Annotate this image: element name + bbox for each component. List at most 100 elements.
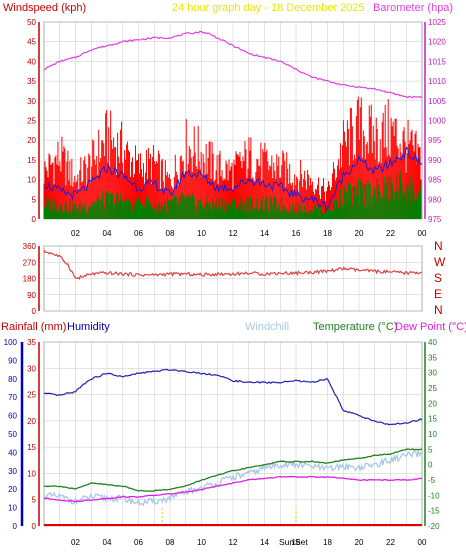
legend-temperature: Temperature (°C): [313, 321, 397, 333]
temperature-tick-label: -20: [428, 522, 440, 531]
pressure-tick-label: 1010: [428, 77, 446, 86]
hour-tick-label: 20: [355, 229, 364, 238]
temperature-tick-label: -15: [428, 507, 440, 516]
hour-tick-label: 04: [103, 229, 112, 238]
wind-tick-label: 10: [27, 176, 36, 185]
direction-tick-label: 0: [32, 307, 37, 316]
hour-tick-label: 14: [260, 538, 269, 547]
humidity-tick-label: 90: [8, 356, 17, 365]
hour-tick-label: 08: [166, 538, 175, 547]
barometer-label: Barometer (hpa): [373, 2, 453, 14]
pressure-tick-label: 995: [428, 136, 442, 145]
hour-tick-label: 12: [229, 538, 238, 547]
hour-tick-label: 06: [134, 229, 143, 238]
wind-tick-label: 40: [27, 57, 36, 66]
compass-label: E: [434, 287, 442, 301]
wind-tick-label: 15: [27, 156, 36, 165]
rain-tick-label: 10: [27, 469, 36, 478]
rain-tick-label: 0: [32, 522, 37, 531]
temperature-tick-label: 25: [428, 384, 437, 393]
average-wind-line: [43, 146, 423, 213]
compass-label: W: [434, 255, 446, 269]
pressure-tick-label: 1000: [428, 117, 446, 126]
windspeed-label: Windspeed (kph): [3, 2, 86, 14]
windchill-line: [43, 448, 423, 507]
wind-direction-line: [43, 249, 423, 280]
hour-tick-label: 06: [134, 538, 143, 547]
pressure-tick-label: 1020: [428, 38, 446, 47]
temperature-tick-label: -5: [428, 476, 436, 485]
wind-tick-label: 30: [27, 97, 36, 106]
hour-tick-label: 18: [323, 538, 332, 547]
hour-tick-label: 16: [292, 538, 301, 547]
temperature-tick-label: 10: [428, 430, 437, 439]
humidity-tick-label: 80: [8, 375, 17, 384]
humidity-tick-label: 100: [4, 338, 18, 347]
temperature-tick-label: -10: [428, 491, 440, 500]
pressure-tick-label: 985: [428, 176, 442, 185]
pressure-tick-label: 1005: [428, 97, 446, 106]
wind-tick-label: 45: [27, 38, 36, 47]
hour-tick-label: 10: [197, 538, 206, 547]
hour-tick-label: 02: [71, 229, 80, 238]
pressure-tick-label: 975: [428, 215, 442, 224]
pressure-tick-label: 990: [428, 156, 442, 165]
sunrise-label: Sun: [279, 537, 294, 547]
pressure-line: [43, 30, 423, 99]
direction-tick-label: 90: [27, 291, 36, 300]
humidity-tick-label: 20: [8, 485, 17, 494]
direction-tick-label: 360: [23, 242, 37, 251]
temperature-tick-label: 5: [428, 445, 433, 454]
legend-rainfall: Rainfall (mm): [1, 321, 66, 333]
hour-tick-label: 00: [418, 229, 427, 238]
temperature-tick-label: 20: [428, 399, 437, 408]
rain-tick-label: 15: [27, 443, 36, 452]
rain-tick-label: 20: [27, 417, 36, 426]
direction-tick-label: 270: [23, 258, 37, 267]
hour-tick-label: 14: [260, 229, 269, 238]
temperature-tick-label: 0: [428, 461, 433, 470]
hour-tick-label: 20: [355, 538, 364, 547]
direction-tick-label: 180: [23, 275, 37, 284]
temperature-line: [43, 448, 423, 492]
temperature-tick-label: 30: [428, 369, 437, 378]
humidity-tick-label: 0: [13, 522, 18, 531]
axis-ticks: 0510152025303540455097598098599099510001…: [4, 18, 447, 547]
humidity-line: [43, 368, 423, 426]
hour-tick-label: 08: [166, 229, 175, 238]
wind-tick-label: 0: [32, 215, 37, 224]
temperature-tick-label: 35: [428, 353, 437, 362]
hour-tick-label: 02: [71, 538, 80, 547]
compass-label: N: [434, 303, 443, 317]
legend-dewpoint: Dew Point (°C): [395, 321, 466, 333]
hour-tick-label: 22: [386, 229, 395, 238]
rain-tick-label: 30: [27, 364, 36, 373]
wind-tick-label: 5: [32, 195, 37, 204]
humidity-tick-label: 70: [8, 393, 17, 402]
sunset-label: Set: [295, 537, 308, 547]
hour-tick-label: 22: [386, 538, 395, 547]
pressure-tick-label: 1025: [428, 18, 446, 27]
rain-tick-label: 5: [32, 496, 37, 505]
wind-tick-label: 50: [27, 18, 36, 27]
hour-tick-label: 18: [323, 229, 332, 238]
hour-tick-label: 10: [197, 229, 206, 238]
wind-tick-label: 35: [27, 77, 36, 86]
temperature-tick-label: 15: [428, 415, 437, 424]
humidity-tick-label: 30: [8, 467, 17, 476]
hour-tick-label: 12: [229, 229, 238, 238]
humidity-tick-label: 50: [8, 430, 17, 439]
hour-tick-label: 04: [103, 538, 112, 547]
chart-title: 24 hour graph day - 18 December 2025: [172, 2, 365, 14]
pressure-tick-label: 1015: [428, 57, 446, 66]
wind-tick-label: 25: [27, 117, 36, 126]
wind-tick-label: 20: [27, 136, 36, 145]
temperature-tick-label: 40: [428, 338, 437, 347]
humidity-tick-label: 40: [8, 448, 17, 457]
data-series: [43, 30, 423, 526]
rain-tick-label: 35: [27, 338, 36, 347]
legend-humidity: Humidity: [67, 321, 110, 333]
dewpoint-line: [43, 475, 423, 503]
